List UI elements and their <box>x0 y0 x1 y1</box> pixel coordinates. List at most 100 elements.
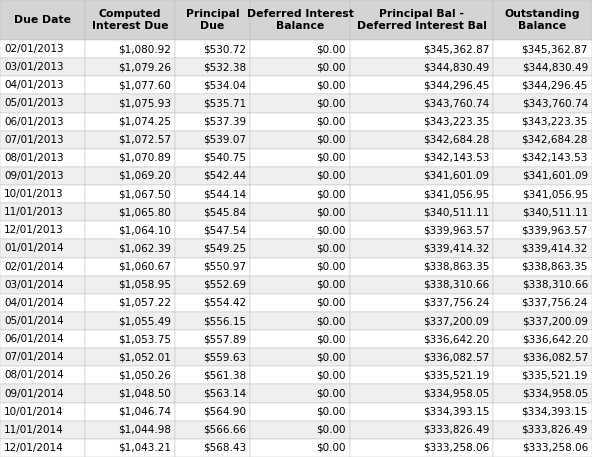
Text: $336,082.57: $336,082.57 <box>522 352 588 362</box>
Bar <box>0 131 85 149</box>
Bar <box>350 258 493 276</box>
Bar <box>175 330 250 348</box>
Text: $1,044.98: $1,044.98 <box>118 425 171 435</box>
Bar <box>350 221 493 239</box>
Bar <box>85 95 175 112</box>
Text: $534.04: $534.04 <box>203 80 246 90</box>
Text: Due Date: Due Date <box>14 15 71 25</box>
Text: $341,601.09: $341,601.09 <box>522 171 588 181</box>
Bar <box>350 0 493 40</box>
Text: $0.00: $0.00 <box>317 298 346 308</box>
Text: $1,060.67: $1,060.67 <box>118 261 171 271</box>
Text: $342,143.53: $342,143.53 <box>522 153 588 163</box>
Bar <box>250 0 350 40</box>
Bar <box>0 221 85 239</box>
Text: $542.44: $542.44 <box>203 171 246 181</box>
Text: 07/01/2014: 07/01/2014 <box>4 352 63 362</box>
Bar <box>0 0 85 40</box>
Bar <box>250 294 350 312</box>
Bar <box>250 95 350 112</box>
Text: 04/01/2014: 04/01/2014 <box>4 298 63 308</box>
Bar <box>175 0 250 40</box>
Bar <box>175 95 250 112</box>
Bar <box>0 439 85 457</box>
Bar <box>175 40 250 58</box>
Text: $337,200.09: $337,200.09 <box>423 316 489 326</box>
Bar <box>85 367 175 384</box>
Text: Principal
Due: Principal Due <box>186 9 239 31</box>
Bar <box>493 76 592 95</box>
Text: $333,826.49: $333,826.49 <box>423 425 489 435</box>
Bar <box>350 312 493 330</box>
Bar <box>493 403 592 421</box>
Bar <box>175 76 250 95</box>
Text: $1,052.01: $1,052.01 <box>118 352 171 362</box>
Text: $343,760.74: $343,760.74 <box>522 98 588 108</box>
Bar <box>250 40 350 58</box>
Bar <box>175 167 250 185</box>
Bar <box>85 421 175 439</box>
Bar <box>175 312 250 330</box>
Bar <box>493 95 592 112</box>
Bar <box>350 384 493 403</box>
Text: $0.00: $0.00 <box>317 244 346 254</box>
Bar <box>250 76 350 95</box>
Text: 05/01/2014: 05/01/2014 <box>4 316 63 326</box>
Text: $1,043.21: $1,043.21 <box>118 443 171 453</box>
Bar <box>250 131 350 149</box>
Text: $339,963.57: $339,963.57 <box>423 225 489 235</box>
Bar <box>85 348 175 367</box>
Text: $334,393.15: $334,393.15 <box>522 407 588 417</box>
Text: $338,310.66: $338,310.66 <box>423 280 489 290</box>
Text: $545.84: $545.84 <box>203 207 246 217</box>
Text: 08/01/2013: 08/01/2013 <box>4 153 63 163</box>
Bar <box>493 149 592 167</box>
Text: $344,296.45: $344,296.45 <box>423 80 489 90</box>
Text: $540.75: $540.75 <box>203 153 246 163</box>
Text: Principal Bal -
Deferred Interest Bal: Principal Bal - Deferred Interest Bal <box>356 9 487 31</box>
Bar <box>250 58 350 76</box>
Text: $339,414.32: $339,414.32 <box>522 244 588 254</box>
Text: $552.69: $552.69 <box>203 280 246 290</box>
Text: $1,048.50: $1,048.50 <box>118 388 171 399</box>
Bar <box>250 403 350 421</box>
Text: 07/01/2013: 07/01/2013 <box>4 135 63 145</box>
Bar <box>250 330 350 348</box>
Text: $333,258.06: $333,258.06 <box>423 443 489 453</box>
Text: $561.38: $561.38 <box>203 371 246 380</box>
Bar <box>0 330 85 348</box>
Bar <box>85 185 175 203</box>
Bar <box>250 239 350 258</box>
Text: $1,050.26: $1,050.26 <box>118 371 171 380</box>
Bar <box>0 403 85 421</box>
Text: $544.14: $544.14 <box>203 189 246 199</box>
Bar <box>250 439 350 457</box>
Bar <box>350 40 493 58</box>
Bar <box>85 384 175 403</box>
Bar <box>175 403 250 421</box>
Text: $339,963.57: $339,963.57 <box>522 225 588 235</box>
Bar <box>350 403 493 421</box>
Text: $343,760.74: $343,760.74 <box>423 98 489 108</box>
Text: $1,069.20: $1,069.20 <box>118 171 171 181</box>
Bar <box>350 367 493 384</box>
Bar <box>0 239 85 258</box>
Bar <box>250 421 350 439</box>
Text: $0.00: $0.00 <box>317 316 346 326</box>
Bar <box>0 167 85 185</box>
Text: $0.00: $0.00 <box>317 280 346 290</box>
Bar <box>85 239 175 258</box>
Bar <box>85 439 175 457</box>
Text: $1,046.74: $1,046.74 <box>118 407 171 417</box>
Text: $539.07: $539.07 <box>203 135 246 145</box>
Bar <box>85 294 175 312</box>
Bar <box>175 384 250 403</box>
Text: Outstanding
Balance: Outstanding Balance <box>505 9 580 31</box>
Bar <box>175 185 250 203</box>
Bar <box>175 439 250 457</box>
Text: $0.00: $0.00 <box>317 261 346 271</box>
Bar <box>350 439 493 457</box>
Text: $1,080.92: $1,080.92 <box>118 44 171 54</box>
Bar <box>493 276 592 294</box>
Bar <box>175 221 250 239</box>
